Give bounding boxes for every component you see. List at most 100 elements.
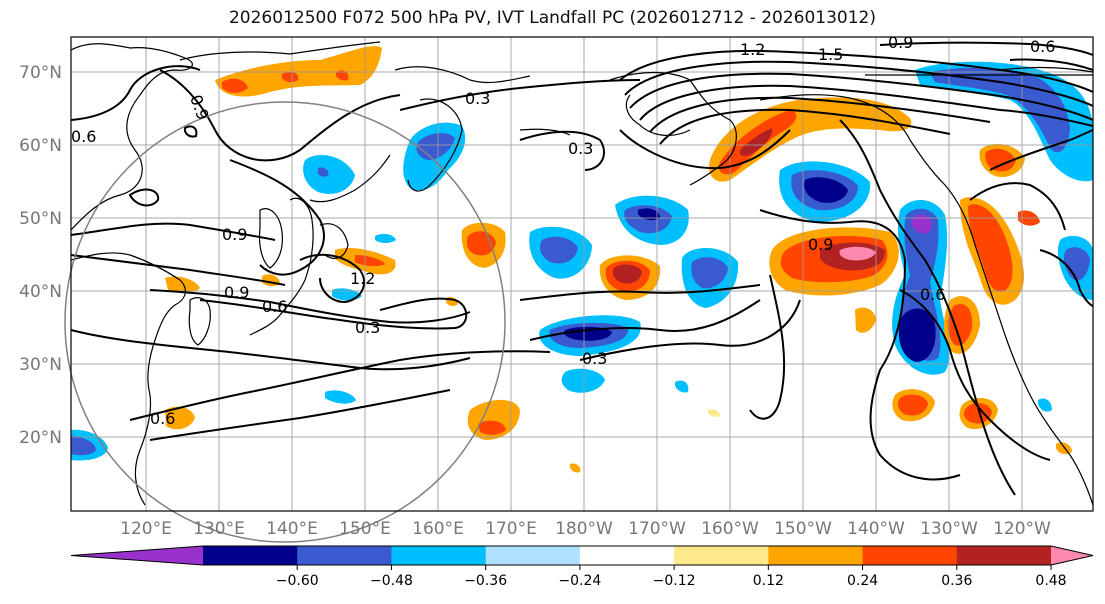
pv-fill-negative bbox=[303, 155, 355, 195]
pv-fill-negative bbox=[564, 326, 612, 341]
pv-fill-negative bbox=[1063, 247, 1090, 281]
lat-labels: 70°N 60°N 50°N 40°N 30°N 20°N bbox=[19, 63, 62, 448]
contour-line bbox=[639, 84, 1001, 121]
map-frame bbox=[70, 36, 1094, 512]
colorbar: −0.60 −0.48 −0.36 −0.24 −0.12 0.12 0.24 0.36 0.4… bbox=[70, 545, 1094, 589]
contour-line bbox=[579, 299, 801, 361]
contour-label: 0.3 bbox=[568, 139, 593, 158]
pv-fill-negative bbox=[71, 436, 96, 456]
contour-line bbox=[659, 108, 951, 145]
lon-label: 160°W bbox=[701, 519, 759, 539]
contour-label: 0.3 bbox=[465, 89, 490, 108]
lon-label: 170°W bbox=[628, 519, 686, 539]
pv-fill-positive bbox=[947, 304, 973, 346]
pv-fill-positive bbox=[839, 246, 876, 261]
pv-fill-negative bbox=[540, 236, 578, 264]
contour-line bbox=[899, 289, 1051, 461]
contour-label: 0.9 bbox=[808, 235, 833, 254]
contour-line bbox=[749, 274, 786, 420]
contour-line bbox=[183, 125, 198, 138]
pv-fill-positive bbox=[855, 307, 876, 333]
colorbar-segment bbox=[674, 546, 769, 565]
colorbar-tick-label: −0.24 bbox=[558, 573, 601, 589]
pv-fill-positive bbox=[165, 276, 200, 293]
pv-fill-negative bbox=[638, 208, 660, 221]
ivt-pc-contours bbox=[70, 41, 1094, 496]
colorbar-tick-label: 0.24 bbox=[847, 573, 878, 589]
contour-label: 1.2 bbox=[350, 269, 375, 288]
colorbar-tick-label: −0.48 bbox=[370, 573, 413, 589]
lat-label: 30°N bbox=[19, 355, 62, 375]
pv-fill-positive bbox=[612, 264, 642, 284]
lon-label: 150°W bbox=[774, 519, 832, 539]
lat-label: 60°N bbox=[19, 136, 62, 156]
lon-label: 120°E bbox=[120, 519, 172, 539]
contour-line bbox=[529, 299, 761, 341]
contour-line bbox=[128, 188, 160, 207]
contour-line bbox=[759, 209, 961, 481]
pv-fill-negative bbox=[317, 167, 329, 177]
pv-fill-positive bbox=[968, 204, 1013, 292]
lon-label: 140°E bbox=[266, 519, 318, 539]
pv-fill-positive bbox=[570, 463, 581, 473]
pv-fill-positive bbox=[478, 420, 506, 435]
lon-label: 170°E bbox=[485, 519, 537, 539]
lon-labels: 120°E 130°E 140°E 150°E 160°E 170°E 180°… bbox=[120, 519, 1051, 539]
contour-line bbox=[519, 130, 605, 171]
contour-line bbox=[70, 222, 276, 241]
pv-fill-negative bbox=[898, 308, 936, 362]
contour-line bbox=[199, 297, 468, 330]
colorbar-tick-label: −0.12 bbox=[653, 573, 696, 589]
pv-fill-negative bbox=[325, 390, 356, 404]
pv-fill-negative bbox=[561, 368, 605, 393]
contour-line bbox=[619, 129, 791, 170]
contour-line bbox=[649, 96, 991, 133]
contour-label: 0.6 bbox=[150, 409, 175, 428]
colorbar-tick-label: 0.12 bbox=[753, 573, 784, 589]
pv-fill-positive bbox=[222, 78, 248, 93]
pv-fill-positive bbox=[1056, 442, 1072, 455]
pv-fill-positive bbox=[336, 70, 349, 81]
contour-label: 0.6 bbox=[71, 127, 96, 146]
contour-line bbox=[149, 389, 451, 441]
contour-line bbox=[149, 289, 471, 324]
contour-label: 1.5 bbox=[818, 45, 843, 64]
contour-line bbox=[879, 41, 1094, 56]
contour-line bbox=[129, 350, 551, 421]
colorbar-extend-min bbox=[71, 546, 203, 565]
pv-fill-positive bbox=[282, 72, 299, 83]
contour-label: 0.9 bbox=[888, 33, 913, 52]
contour-line bbox=[1039, 249, 1094, 307]
contour-label: 0.3 bbox=[355, 318, 380, 337]
pv-fill-positive bbox=[897, 394, 928, 416]
colorbar-tick-label: −0.60 bbox=[276, 573, 319, 589]
pv-fill-positive bbox=[985, 148, 1016, 172]
colorbar-segment bbox=[485, 546, 581, 565]
lon-label: 120°W bbox=[993, 519, 1051, 539]
contour-label: 0.6 bbox=[1030, 37, 1055, 56]
colorbar-segment bbox=[203, 546, 298, 565]
lon-label: 130°E bbox=[193, 519, 245, 539]
contour-label: 1.2 bbox=[740, 40, 765, 59]
region-circle bbox=[64, 101, 506, 543]
lon-label: 180°W bbox=[555, 519, 613, 539]
contour-line bbox=[70, 329, 471, 371]
pv-fill-positive bbox=[739, 128, 773, 157]
lat-label: 50°N bbox=[19, 209, 62, 229]
contour-label: 0.6 bbox=[262, 297, 287, 316]
contour-line bbox=[629, 72, 1094, 121]
lat-label: 40°N bbox=[19, 282, 62, 302]
pv-fill-negative bbox=[375, 233, 396, 243]
contour-line bbox=[159, 69, 401, 162]
pv-fill-layer bbox=[71, 46, 1093, 473]
pv-fill-positive bbox=[963, 403, 992, 424]
colorbar-segment bbox=[297, 546, 392, 565]
contour-line bbox=[624, 60, 1094, 107]
pv-fill-negative bbox=[1038, 398, 1052, 412]
map-title: 2026012500 F072 500 hPa PV, IVT Landfall… bbox=[228, 8, 876, 28]
contour-label: 0.3 bbox=[582, 349, 607, 368]
colorbar-tick-label: −0.36 bbox=[464, 573, 507, 589]
pv-fill-positive bbox=[165, 406, 195, 430]
contour-line bbox=[969, 182, 1066, 231]
